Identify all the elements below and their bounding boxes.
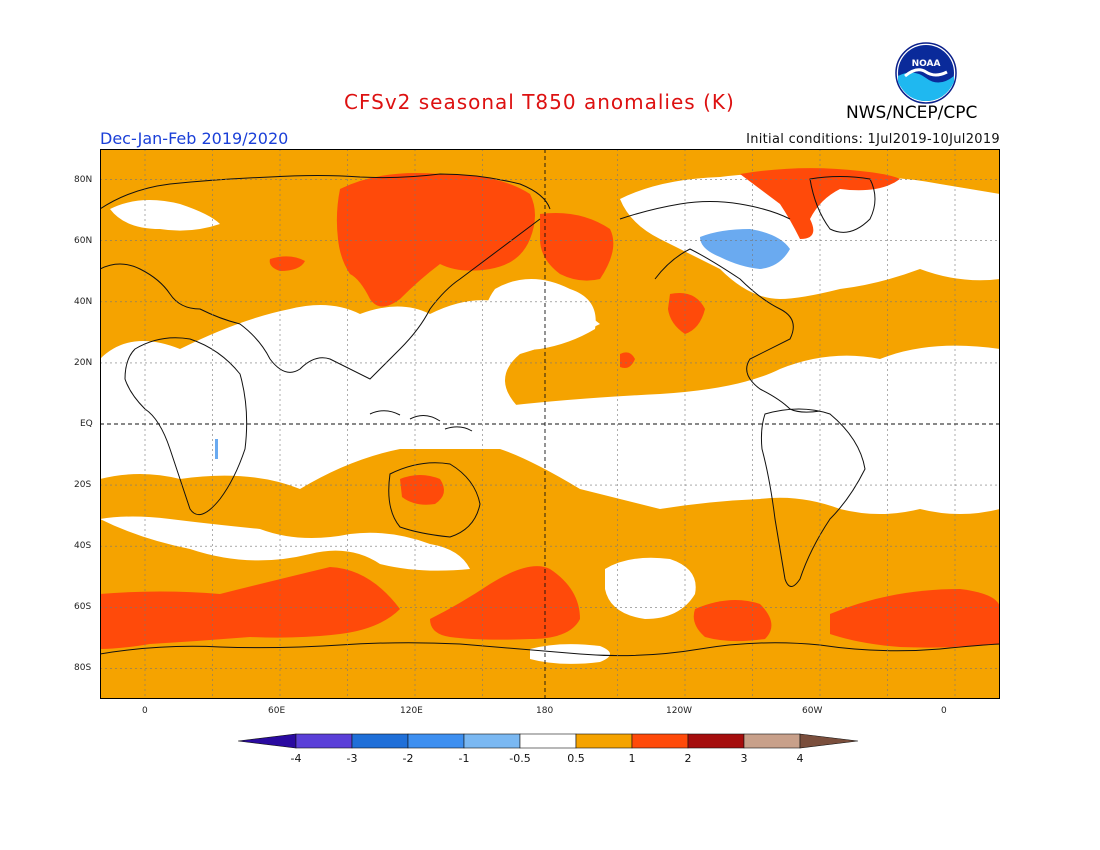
agency-label: NWS/NCEP/CPC (846, 103, 978, 123)
colorbar-cell (295, 733, 353, 749)
colorbar-label: -3 (346, 752, 358, 765)
colorbar-arrow-low (238, 733, 297, 749)
lat-tick-label: 40S (74, 541, 92, 551)
colorbar (238, 733, 859, 749)
noaa-logo-text: NOAA (912, 59, 941, 69)
lat-tick-label: 20S (74, 480, 92, 490)
lon-tick-label: 0 (941, 706, 947, 716)
map-title: CFSv2 seasonal T850 anomalies (K) (344, 90, 735, 114)
colorbar-label: 2 (684, 752, 692, 765)
colorbar-label: -4 (290, 752, 302, 765)
noaa-logo: NOAA (895, 42, 957, 104)
colorbar-cell (519, 733, 577, 749)
lon-tick-label: 60W (802, 706, 823, 716)
cold-anomaly-regions (215, 229, 790, 459)
lon-tick-label: 120E (400, 706, 423, 716)
colorbar-label: -2 (402, 752, 414, 765)
lat-tick-label: 80S (74, 663, 92, 673)
lat-tick-label: 40N (74, 297, 93, 307)
lat-tick-label: EQ (80, 419, 93, 429)
colorbar-label: 1 (628, 752, 636, 765)
lon-tick-label: 60E (268, 706, 286, 716)
colorbar-cell (631, 733, 689, 749)
colorbar-cell (351, 733, 409, 749)
warm-anomaly-regions (100, 168, 1000, 649)
lat-tick-label: 60N (74, 236, 93, 246)
lon-tick-label: 120W (666, 706, 693, 716)
colorbar-cell (407, 733, 465, 749)
lat-tick-label: 60S (74, 602, 92, 612)
colorbar-label: 3 (740, 752, 748, 765)
colorbar-label: 0.5 (567, 752, 585, 765)
colorbar-cell (463, 733, 521, 749)
lon-tick-label: 180 (536, 706, 554, 716)
lat-tick-label: 20N (74, 358, 93, 368)
colorbar-cell (743, 733, 801, 749)
hudson-bay-cold-anomaly (700, 229, 790, 269)
season-label: Dec-Jan-Feb 2019/2020 (100, 129, 289, 148)
lat-tick-label: 80N (74, 175, 93, 185)
colorbar-cell (687, 733, 745, 749)
colorbar-arrow-high (799, 733, 859, 749)
initial-conditions-label: Initial conditions: 1Jul2019-10Jul2019 (746, 132, 1000, 147)
colorbar-cell (575, 733, 633, 749)
colorbar-label: 4 (796, 752, 804, 765)
lon-tick-label: 0 (142, 706, 148, 716)
colorbar-label: -0.5 (509, 752, 531, 765)
coastlines (100, 173, 1000, 657)
colorbar-label: -1 (458, 752, 470, 765)
anomaly-map (100, 149, 1000, 699)
